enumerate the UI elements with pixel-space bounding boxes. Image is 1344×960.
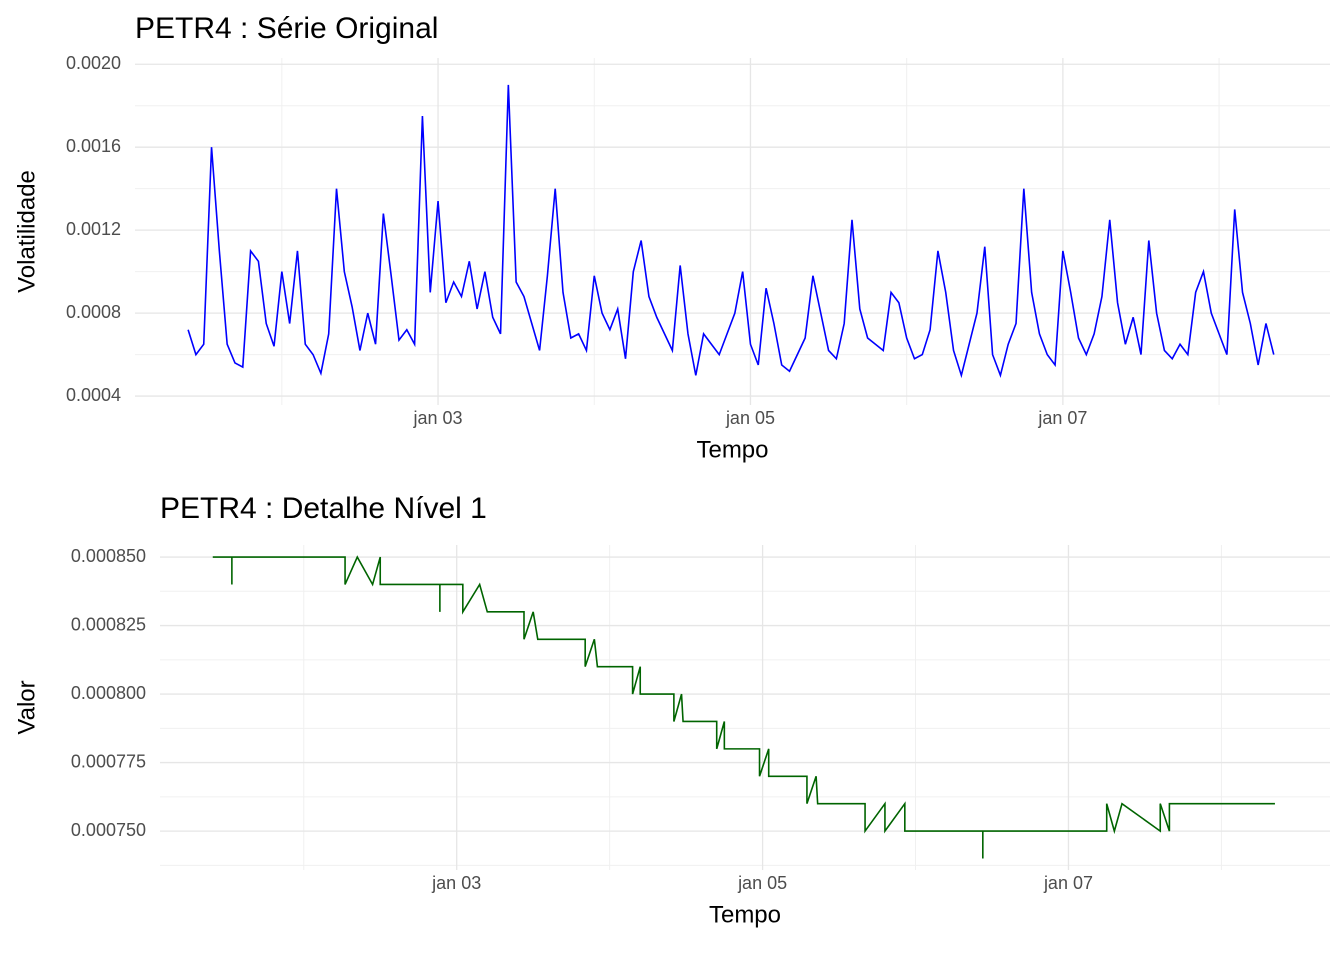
x-tick-label: jan 03: [431, 873, 481, 893]
x-axis-title: Tempo: [709, 901, 781, 928]
y-tick-label: 0.000775: [71, 751, 146, 771]
y-tick-label: 0.0020: [66, 53, 121, 73]
y-tick-label: 0.000825: [71, 614, 146, 634]
chart-title: PETR4 : Série Original: [135, 12, 438, 45]
chart-title: PETR4 : Detalhe Nível 1: [160, 492, 487, 525]
x-tick-label: jan 07: [1043, 873, 1093, 893]
x-tick-label: jan 03: [413, 408, 463, 428]
y-tick-label: 0.000800: [71, 683, 146, 703]
y-axis-title: Volatilidade: [13, 170, 40, 293]
x-axis-title: Tempo: [696, 436, 768, 463]
data-line: [187, 84, 1275, 379]
y-axis-title: Valor: [13, 680, 40, 734]
y-tick-label: 0.0004: [66, 385, 121, 405]
y-tick-label: 0.0012: [66, 219, 121, 239]
y-tick-label: 0.0016: [66, 136, 121, 156]
y-tick-label: 0.000750: [71, 820, 146, 840]
x-tick-label: jan 05: [737, 873, 787, 893]
x-tick-label: jan 05: [725, 408, 775, 428]
y-tick-label: 0.000850: [71, 546, 146, 566]
data-line: [212, 555, 1275, 859]
y-tick-label: 0.0008: [66, 302, 121, 322]
x-tick-label: jan 07: [1037, 408, 1087, 428]
